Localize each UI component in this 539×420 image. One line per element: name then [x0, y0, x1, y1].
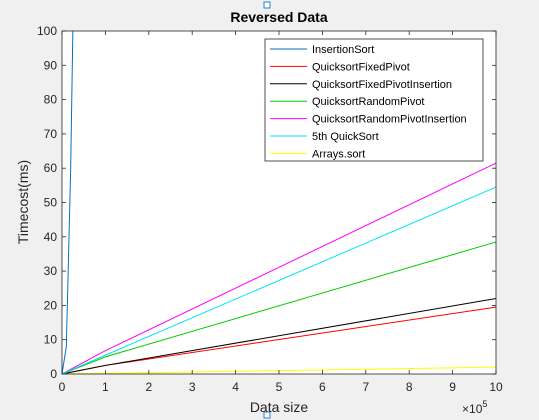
x-tick-label: 5 — [276, 380, 283, 394]
y-tick-label: 60 — [44, 161, 58, 175]
series-line-2 — [61, 298, 497, 375]
selection-handle-bottom[interactable] — [263, 411, 271, 419]
legend-entry-5: 5th QuickSort — [312, 131, 379, 143]
y-tick-label: 70 — [44, 127, 58, 141]
series-line-0 — [61, 30, 74, 375]
y-tick-label: 80 — [44, 93, 58, 107]
legend-entry-2: QuicksortFixedPivotInsertion — [312, 79, 452, 91]
x-tick-label: 1 — [102, 380, 109, 394]
y-tick-label: 30 — [44, 264, 58, 278]
selection-handle-top[interactable] — [263, 1, 271, 9]
legend-entry-3: QuicksortRandomPivot — [312, 96, 425, 108]
series-line-5 — [61, 186, 497, 375]
x-tick-label: 4 — [232, 380, 239, 394]
x-tick-label: 9 — [449, 380, 456, 394]
x-tick-label: 3 — [189, 380, 196, 394]
x-tick-label: 7 — [362, 380, 369, 394]
y-tick-label: 50 — [44, 196, 58, 210]
y-tick-label: 90 — [44, 58, 58, 72]
legend-entry-4: QuicksortRandomPivotInsertion — [312, 114, 467, 126]
x-tick-label: 2 — [145, 380, 152, 394]
series-line-4 — [61, 162, 497, 375]
y-axis-label: Timecost(ms) — [15, 160, 31, 244]
y-tick-label: 40 — [44, 230, 58, 244]
x-axis-label: Data size — [250, 399, 309, 415]
x-tick-label: 8 — [406, 380, 413, 394]
y-tick-label: 0 — [50, 367, 57, 381]
legend: InsertionSort QuicksortFixedPivot Quicksor… — [264, 38, 484, 162]
y-tick-label: 100 — [37, 24, 57, 38]
x-tick-label: 10 — [489, 380, 503, 394]
x-tick-label: 0 — [59, 380, 66, 394]
legend-box — [264, 38, 484, 162]
legend-entry-0: InsertionSort — [312, 44, 374, 56]
y-tick-label: 10 — [44, 333, 58, 347]
y-tick-label: 20 — [44, 298, 58, 312]
series-line-3 — [61, 241, 497, 375]
chart-title: Reversed Data — [230, 9, 327, 25]
x-tick-label: 6 — [319, 380, 326, 394]
legend-entry-6: Arrays.sort — [312, 148, 365, 160]
x-exponent-multiplier: ×105 — [462, 399, 487, 416]
legend-entry-1: QuicksortFixedPivot — [312, 61, 410, 73]
